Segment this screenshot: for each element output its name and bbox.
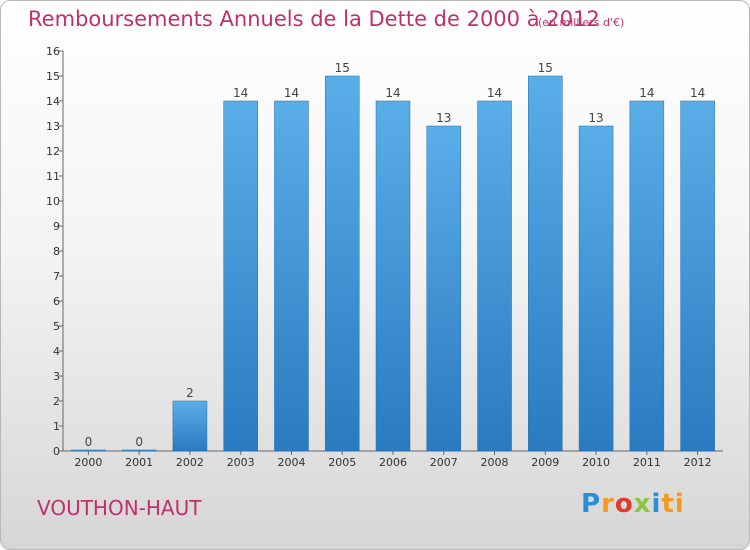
value-label: 14 [690, 86, 705, 100]
value-label: 15 [335, 61, 350, 75]
y-tick-label: 14 [46, 95, 60, 108]
y-tick-label: 1 [53, 420, 60, 433]
y-tick-label: 9 [53, 220, 60, 233]
value-label: 15 [538, 61, 553, 75]
x-tick-label: 2003 [227, 456, 255, 469]
y-tick-label: 0 [53, 445, 60, 458]
value-label: 14 [233, 86, 248, 100]
bar-2004 [274, 100, 309, 452]
y-tick-label: 10 [46, 195, 60, 208]
bar-2003 [223, 100, 258, 452]
y-tick-label: 2 [53, 395, 60, 408]
x-tick-label: 2000 [74, 456, 102, 469]
value-label: 13 [436, 111, 451, 125]
x-tick-label: 2004 [277, 456, 305, 469]
bar-2011 [629, 100, 665, 452]
value-label: 14 [639, 86, 654, 100]
bar-2000 [71, 449, 106, 452]
value-label: 13 [588, 111, 603, 125]
x-tick-label: 2009 [531, 456, 559, 469]
y-tick-label: 16 [46, 45, 60, 58]
x-tick-label: 2005 [328, 456, 356, 469]
proxiti-logo[interactable]: Proxiti [581, 489, 685, 519]
bar-2007 [426, 125, 462, 452]
x-tick-label: 2012 [684, 456, 712, 469]
x-tick-label: 2002 [176, 456, 204, 469]
commune-name: VOUTHON-HAUT [37, 496, 202, 520]
x-tick-label: 2010 [582, 456, 610, 469]
value-label: 14 [385, 86, 400, 100]
bar-2001 [121, 449, 157, 452]
y-tick-label: 5 [53, 320, 60, 333]
x-tick-label: 2008 [481, 456, 509, 469]
y-tick-label: 6 [53, 295, 60, 308]
y-tick-label: 7 [53, 270, 60, 283]
chart-labels: 2000 0 2001 0 2002 2 2003 14 2004 14 2005 15 2006 14 2… [74, 61, 711, 469]
value-label: 14 [284, 86, 299, 100]
x-tick-label: 2007 [430, 456, 458, 469]
bar-2002 [172, 400, 208, 452]
value-label: 14 [487, 86, 502, 100]
y-tick-label: 15 [46, 70, 60, 83]
x-tick-label: 2001 [125, 456, 153, 469]
y-tick-label: 13 [46, 120, 60, 133]
value-label: 0 [85, 435, 93, 449]
value-label: 0 [135, 435, 143, 449]
bar-2009 [528, 75, 563, 452]
bar-2012 [680, 100, 715, 452]
y-tick-label: 8 [53, 245, 60, 258]
bar-2006 [375, 100, 411, 452]
chart-title: Remboursements Annuels de la Dette de 20… [28, 7, 600, 31]
y-tick-label: 4 [53, 345, 60, 358]
chart-bars [71, 75, 715, 452]
y-tick-label: 11 [46, 170, 60, 183]
y-tick-label: 12 [46, 145, 60, 158]
chart-subtitle: (en milliers d'€) [538, 16, 625, 29]
x-tick-label: 2006 [379, 456, 407, 469]
x-tick-label: 2011 [633, 456, 661, 469]
bar-2008 [477, 100, 512, 452]
bar-2010 [578, 125, 614, 452]
y-tick-label: 3 [53, 370, 60, 383]
value-label: 2 [186, 386, 194, 400]
bar-2005 [324, 75, 360, 452]
